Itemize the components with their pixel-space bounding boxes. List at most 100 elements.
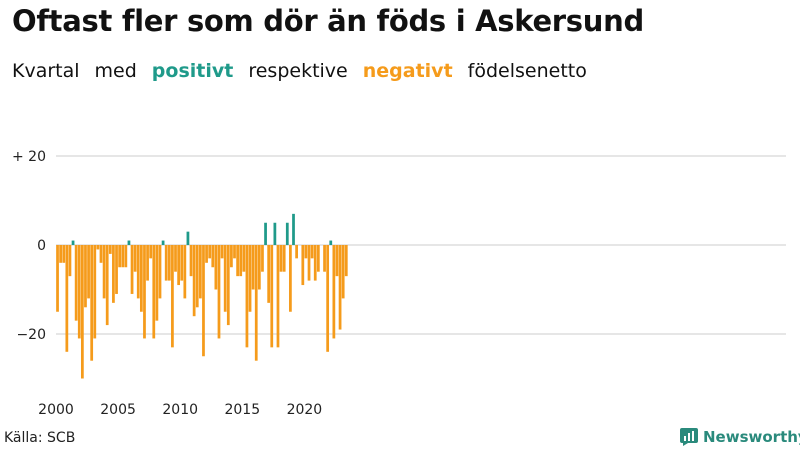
- bar-negative: [217, 245, 221, 339]
- bar-positive: [127, 240, 131, 245]
- bar-negative: [112, 245, 115, 303]
- bar-negative: [192, 245, 196, 317]
- legend-negative: negativt: [362, 60, 453, 82]
- bar-negative: [164, 245, 168, 281]
- bar-negative: [230, 245, 233, 268]
- bar-negative: [344, 245, 348, 277]
- legend-positive: positivt: [151, 60, 234, 82]
- bar-negative: [220, 245, 224, 259]
- bar-negative: [102, 245, 106, 299]
- bar-negative: [74, 245, 78, 321]
- x-tick-label: 2005: [100, 402, 136, 418]
- x-tick-label: 2015: [224, 402, 260, 418]
- y-tick-label: −20: [16, 327, 46, 343]
- bar-negative: [341, 245, 345, 299]
- newsworthy-icon: [680, 428, 698, 446]
- bars: [56, 213, 348, 379]
- bar-negative: [146, 245, 149, 281]
- bar-negative: [332, 245, 336, 339]
- bar-negative: [130, 245, 134, 294]
- x-tick-label: 2010: [162, 402, 198, 418]
- bar-negative: [202, 245, 205, 357]
- bar-negative: [59, 245, 62, 263]
- bar-negative: [205, 245, 208, 263]
- bar-negative: [167, 245, 171, 281]
- bar-positive: [329, 240, 333, 245]
- bar-negative: [189, 245, 193, 277]
- bar-negative: [233, 245, 236, 259]
- subtitle-text-respektive: respektive: [248, 60, 348, 82]
- bar-negative: [242, 245, 246, 272]
- bar-positive: [186, 231, 190, 245]
- bar-negative: [174, 245, 177, 272]
- bar-positive: [273, 222, 277, 245]
- bar-negative: [96, 245, 100, 250]
- bar-negative: [304, 245, 308, 259]
- bar-negative: [62, 245, 66, 263]
- subtitle-text-med: med: [94, 60, 137, 82]
- bar-positive: [264, 222, 267, 245]
- bar-negative: [195, 245, 199, 308]
- bar-negative: [236, 245, 239, 277]
- bar-negative: [211, 245, 215, 268]
- bar-negative: [270, 245, 274, 348]
- bar-negative: [177, 245, 180, 286]
- y-tick-label: 0: [37, 238, 46, 254]
- bar-positive: [285, 222, 289, 245]
- bar-negative: [152, 245, 156, 339]
- bar-negative: [99, 245, 103, 263]
- bar-negative: [326, 245, 330, 352]
- subtitle-text-fodelsenetto: födelsenetto: [467, 60, 587, 82]
- bar-negative: [80, 245, 84, 379]
- bar-negative: [65, 245, 69, 352]
- bar-negative: [208, 245, 212, 259]
- brand-name: Newsworthy: [703, 428, 800, 446]
- bar-negative: [282, 245, 286, 272]
- bar-negative: [93, 245, 97, 339]
- bar-negative: [310, 245, 314, 259]
- bar-negative: [295, 245, 298, 259]
- x-tick-label: 2020: [287, 402, 323, 418]
- bar-negative: [257, 245, 261, 290]
- bar-negative: [251, 245, 255, 290]
- bar-negative: [198, 245, 202, 299]
- bar-positive: [292, 213, 295, 245]
- bar-negative: [254, 245, 258, 361]
- bar-negative: [279, 245, 283, 272]
- bar-negative: [316, 245, 320, 272]
- bar-negative: [183, 245, 187, 299]
- source-note: Källa: SCB: [4, 430, 76, 446]
- bar-negative: [313, 245, 317, 281]
- axis-labels: + 20 0 −20 2000 2005 2010 2015 2020: [12, 149, 322, 418]
- bar-negative: [56, 245, 59, 312]
- bar-negative: [158, 245, 162, 299]
- newsworthy-logo: Newsworthy: [680, 426, 800, 448]
- bar-negative: [239, 245, 243, 277]
- bar-negative: [245, 245, 249, 348]
- y-tick-label: + 20: [12, 149, 46, 165]
- subtitle-text-kvartal: Kvartal: [12, 60, 80, 82]
- bar-negative: [180, 245, 184, 281]
- bar-negative: [124, 245, 128, 268]
- chart-subtitle: Kvartal med positivt respektive negativt föde…: [12, 60, 602, 82]
- bar-negative: [323, 245, 326, 272]
- bar-negative: [267, 245, 271, 303]
- bar-negative: [121, 245, 125, 268]
- bar-negative: [301, 245, 305, 286]
- bar-negative: [139, 245, 143, 312]
- bar-negative: [108, 245, 112, 254]
- bar-negative: [248, 245, 252, 312]
- bar-negative: [155, 245, 159, 321]
- bar-negative: [338, 245, 342, 330]
- bar-positive: [71, 240, 75, 245]
- bar-negative: [289, 245, 292, 312]
- bar-negative: [77, 245, 81, 339]
- bar-negative: [87, 245, 90, 299]
- bar-positive: [161, 240, 165, 245]
- bar-negative: [335, 245, 339, 277]
- bar-negative: [143, 245, 146, 339]
- bar-negative: [118, 245, 121, 268]
- bar-negative: [276, 245, 280, 348]
- bar-negative: [136, 245, 140, 299]
- bar-negative: [68, 245, 72, 277]
